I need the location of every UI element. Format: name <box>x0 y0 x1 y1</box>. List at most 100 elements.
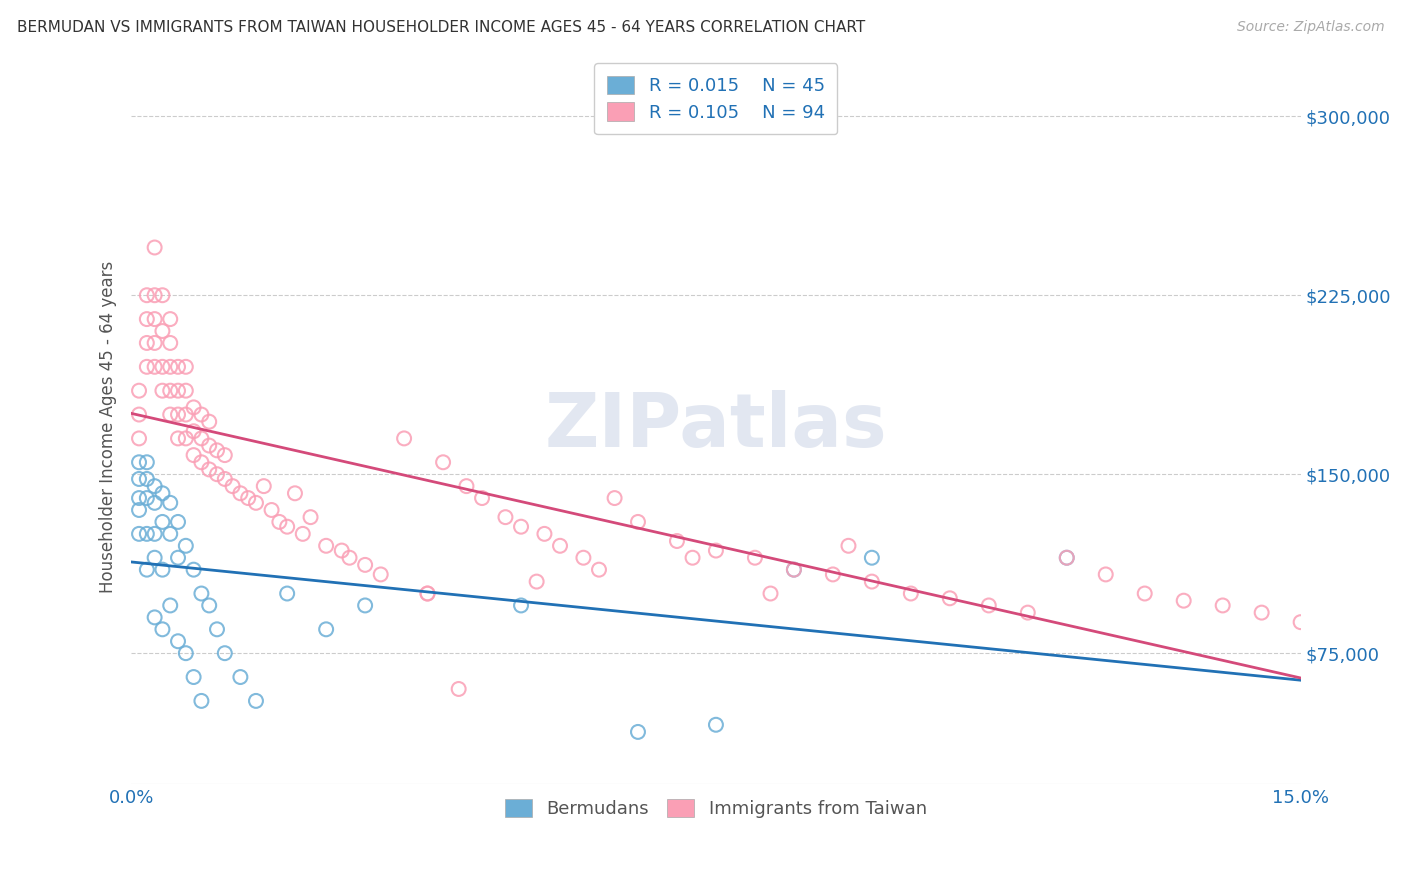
Point <box>159 599 181 613</box>
Point <box>471 491 494 505</box>
Point <box>167 408 190 422</box>
Point <box>416 586 439 600</box>
Point <box>432 455 454 469</box>
Point <box>183 424 205 438</box>
Point <box>143 240 166 254</box>
Point <box>548 539 571 553</box>
Point <box>1017 606 1039 620</box>
Point <box>860 574 883 589</box>
Point <box>299 510 322 524</box>
Point <box>704 543 727 558</box>
Point <box>269 515 291 529</box>
Point <box>1212 599 1234 613</box>
Point <box>245 694 267 708</box>
Point <box>152 384 174 398</box>
Point <box>128 408 150 422</box>
Point <box>174 646 197 660</box>
Point <box>143 335 166 350</box>
Point <box>627 725 650 739</box>
Point <box>143 550 166 565</box>
Point <box>494 510 516 524</box>
Point <box>183 670 205 684</box>
Point <box>260 503 283 517</box>
Point <box>627 515 650 529</box>
Point <box>744 550 766 565</box>
Point <box>572 550 595 565</box>
Point <box>900 586 922 600</box>
Point <box>198 599 221 613</box>
Text: Source: ZipAtlas.com: Source: ZipAtlas.com <box>1237 20 1385 34</box>
Text: ZIPatlas: ZIPatlas <box>544 390 887 463</box>
Point <box>174 408 197 422</box>
Point <box>152 359 174 374</box>
Point <box>315 623 337 637</box>
Point <box>837 539 859 553</box>
Point <box>214 646 236 660</box>
Point <box>533 526 555 541</box>
Point <box>128 384 150 398</box>
Point <box>183 563 205 577</box>
Point <box>159 359 181 374</box>
Point <box>128 491 150 505</box>
Point <box>167 359 190 374</box>
Point <box>152 515 174 529</box>
Point <box>229 486 252 500</box>
Point <box>783 563 806 577</box>
Point <box>1094 567 1116 582</box>
Point <box>190 455 212 469</box>
Point <box>214 472 236 486</box>
Point <box>190 586 212 600</box>
Point <box>1056 550 1078 565</box>
Point <box>1173 593 1195 607</box>
Point <box>354 558 377 572</box>
Point <box>665 534 688 549</box>
Point <box>128 455 150 469</box>
Point <box>354 599 377 613</box>
Point <box>135 472 157 486</box>
Point <box>128 431 150 445</box>
Point <box>159 526 181 541</box>
Point <box>1133 586 1156 600</box>
Point <box>229 670 252 684</box>
Point <box>143 610 166 624</box>
Point <box>447 681 470 696</box>
Point <box>128 472 150 486</box>
Point <box>159 312 181 326</box>
Point <box>143 479 166 493</box>
Point <box>190 431 212 445</box>
Point <box>135 312 157 326</box>
Point <box>174 431 197 445</box>
Point <box>152 288 174 302</box>
Point <box>135 491 157 505</box>
Point <box>167 634 190 648</box>
Point <box>167 550 190 565</box>
Point <box>759 586 782 600</box>
Point <box>939 591 962 606</box>
Point <box>152 563 174 577</box>
Point <box>152 324 174 338</box>
Point <box>276 586 298 600</box>
Point <box>143 496 166 510</box>
Y-axis label: Householder Income Ages 45 - 64 years: Householder Income Ages 45 - 64 years <box>100 260 117 592</box>
Point <box>135 288 157 302</box>
Legend: Bermudans, Immigrants from Taiwan: Bermudans, Immigrants from Taiwan <box>498 792 934 825</box>
Point <box>174 539 197 553</box>
Point <box>284 486 307 500</box>
Point <box>1250 606 1272 620</box>
Point <box>135 526 157 541</box>
Point <box>135 455 157 469</box>
Point <box>510 519 533 533</box>
Point <box>183 448 205 462</box>
Point <box>704 718 727 732</box>
Point <box>143 526 166 541</box>
Text: BERMUDAN VS IMMIGRANTS FROM TAIWAN HOUSEHOLDER INCOME AGES 45 - 64 YEARS CORRELA: BERMUDAN VS IMMIGRANTS FROM TAIWAN HOUSE… <box>17 20 865 35</box>
Point <box>221 479 243 493</box>
Point <box>135 335 157 350</box>
Point <box>159 408 181 422</box>
Point <box>167 515 190 529</box>
Point <box>174 359 197 374</box>
Point <box>603 491 626 505</box>
Point <box>198 462 221 476</box>
Point <box>238 491 260 505</box>
Point <box>339 550 361 565</box>
